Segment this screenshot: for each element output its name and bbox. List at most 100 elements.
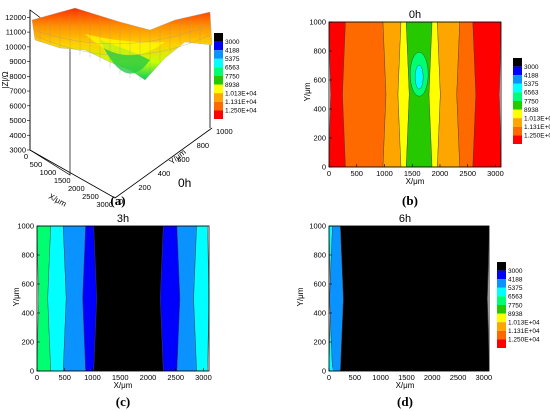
x-tick-label: 0 — [327, 373, 331, 382]
x-tick-label: 1500 — [112, 373, 129, 382]
legend-swatch — [513, 92, 522, 101]
legend-label: 1.013E+04 — [225, 91, 257, 98]
y-tick-label: 400 — [158, 169, 171, 178]
contour-band — [342, 21, 387, 168]
panel-label-b: (b) — [402, 193, 418, 208]
x-tick-label: 2500 — [450, 373, 467, 382]
contour-plot: 0 500 1000 1500 2000 2500 3000 0 200 400 600 800 100… — [309, 18, 503, 179]
legend-swatch — [513, 109, 522, 119]
x-tick-label: 2000 — [432, 169, 449, 178]
legend-swatch — [497, 313, 506, 323]
y-tick-label: 0 — [119, 197, 123, 206]
z-tick-label: 7000 — [9, 87, 26, 96]
contour-plot: 0 500 1000 1500 2000 2500 3000 0 200 400 600 800 100… — [309, 222, 492, 383]
x-tick-label: 1500 — [398, 373, 415, 382]
x-tick-label: 3000 — [195, 373, 212, 382]
y-axis-label: Y/μm — [12, 287, 21, 306]
y-tick-label: 400 — [313, 105, 326, 114]
floor-edge-left — [29, 149, 116, 199]
y-tick-labels: 0 200 400 600 800 1000 — [119, 127, 233, 206]
y-tick-label: 800 — [313, 47, 326, 56]
legend-label: 1.131E+04 — [508, 328, 540, 335]
legend-swatch — [513, 118, 522, 127]
panel-a: 3000400050006000700080009000100001100012… — [1, 7, 257, 209]
legend-swatch — [497, 279, 506, 288]
legend-label: 6563 — [508, 294, 523, 301]
floor-edge-right — [114, 127, 213, 199]
contour-band — [437, 21, 460, 168]
contour-band — [472, 21, 502, 168]
y-tick-label: 600 — [21, 280, 34, 289]
legend-swatch — [214, 76, 223, 85]
legend-swatch — [497, 330, 506, 340]
x-tick-label: 1000 — [40, 168, 57, 177]
legend-swatch — [513, 58, 522, 67]
panel-label-a: (a) — [110, 193, 125, 208]
contour-band — [160, 225, 181, 372]
legend-label: 3000 — [225, 39, 240, 46]
y-tick-label: 0 — [322, 367, 326, 376]
legend-swatch — [497, 322, 506, 331]
legend-swatch — [214, 41, 223, 51]
y-tick-label: 1000 — [216, 127, 233, 136]
legend-label: 5375 — [225, 56, 240, 63]
x-tick-label: 3000 — [96, 200, 113, 209]
panel-label-d: (d) — [397, 394, 413, 409]
contour-band — [193, 225, 210, 372]
panel-label-c: (c) — [116, 394, 130, 409]
x-axis-label: X/μm — [47, 192, 68, 209]
panel-b: 0h 0 500 1000 1500 2000 2500 3000 0 200 400 600 800… — [303, 9, 550, 208]
x-tick-label: 0 — [327, 169, 331, 178]
x-tick-label: 1500 — [54, 176, 71, 185]
y-tick-label: 1000 — [17, 222, 34, 231]
x-axis-label: X/μm — [396, 381, 415, 390]
legend-label: 7750 — [225, 73, 240, 80]
contour-band — [456, 21, 477, 168]
x-tick-label: 0 — [24, 152, 28, 161]
legend-label: 5375 — [524, 81, 539, 88]
legend-swatch — [513, 75, 522, 84]
x-tick-label: 500 — [30, 160, 43, 169]
legend-label: 6563 — [225, 65, 240, 72]
legend-swatch — [513, 83, 522, 93]
x-tick-label: 3000 — [487, 169, 504, 178]
legend-label: 4188 — [524, 73, 539, 80]
plot-frame — [328, 21, 502, 168]
legend-label: 1.013E+04 — [508, 320, 540, 327]
y-tick-label: 600 — [177, 155, 190, 164]
legend-swatch — [214, 50, 223, 59]
y-tick-label: 0 — [322, 163, 326, 172]
x-tick-label: 2000 — [424, 373, 441, 382]
x-tick-label: 2500 — [167, 373, 184, 382]
surface-trough-yellow — [85, 34, 165, 56]
legend-label: 3000 — [508, 268, 523, 275]
contour-band — [340, 225, 490, 372]
chart-title: 0h — [409, 9, 421, 21]
x-tick-label: 3000 — [475, 373, 492, 382]
legend-label: 7750 — [508, 302, 523, 309]
legend-swatch — [497, 287, 506, 297]
x-tick-label: 1500 — [404, 169, 421, 178]
y-tick-label: 600 — [313, 76, 326, 85]
z-tick-label: 3000 — [9, 146, 26, 155]
y-tick-label: 800 — [197, 141, 210, 150]
legend-swatch — [513, 101, 522, 110]
contour-band — [47, 225, 67, 372]
legend-swatch — [513, 126, 522, 136]
surface-grid — [33, 12, 211, 80]
x-tick-label: 2000 — [140, 373, 157, 382]
y-tick-label: 600 — [313, 280, 326, 289]
legend-swatch — [214, 93, 223, 102]
z-tick-label: 9000 — [9, 57, 26, 66]
y-tick-label: 800 — [21, 251, 34, 260]
legend-label: 8938 — [524, 107, 539, 114]
x-tick-label: 0 — [35, 373, 39, 382]
chart-title: 3h — [117, 213, 129, 225]
contour-plot: 0 500 1000 1500 2000 2500 3000 0 200 400 600 800 100… — [17, 222, 211, 383]
y-axis-label: Y/μm — [303, 82, 312, 101]
legend-swatch — [497, 305, 506, 314]
contour-core — [414, 64, 424, 90]
legend-swatch — [214, 33, 223, 42]
